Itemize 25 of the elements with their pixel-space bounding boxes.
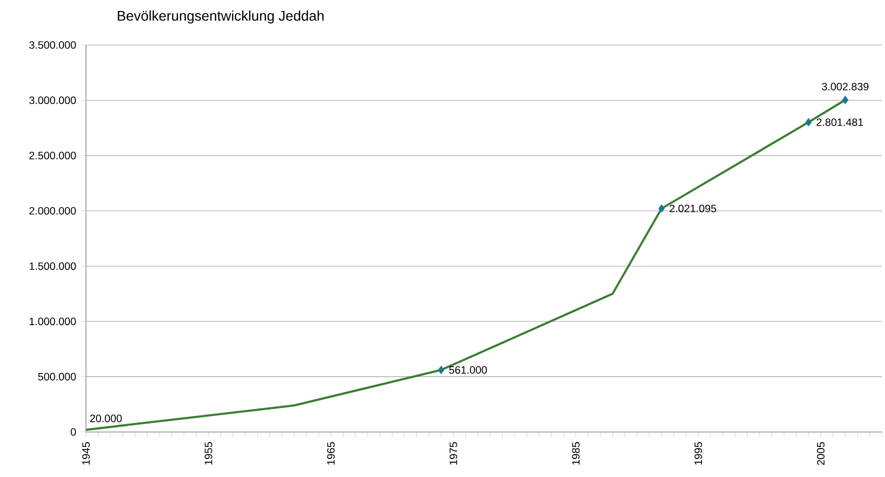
data-label: 3.002.839 <box>822 82 868 90</box>
x-tick-label: 1945 <box>82 442 90 465</box>
point <box>658 204 665 213</box>
point <box>438 366 444 374</box>
data-label: 20.000 <box>90 414 122 422</box>
y-tick-label: 3.000.000 <box>29 96 76 104</box>
point <box>805 118 812 126</box>
data-label: 561.000 <box>449 366 487 374</box>
data-label: 2.021.095 <box>670 204 716 212</box>
y-tick-label: 1.500.000 <box>30 262 76 270</box>
point <box>842 96 848 104</box>
data-label: 2.801.481 <box>816 118 864 126</box>
y-tick-label: 0 <box>70 428 76 436</box>
x-tick-label: 1985 <box>572 442 580 465</box>
y-tick-label: 2.000.000 <box>29 207 76 215</box>
chart-title: Bevölkerungsentwicklung Jeddah <box>118 10 324 24</box>
x-tick-label: 1975 <box>450 442 458 465</box>
y-tick-label: 3.500.000 <box>29 41 76 49</box>
y-tick-label: 500.000 <box>38 372 76 380</box>
x-tick-label: 1995 <box>694 442 702 465</box>
x-tick-label: 1965 <box>327 442 335 465</box>
y-tick-label: 1.000.000 <box>30 318 76 326</box>
x-tick-label: 2005 <box>817 442 825 465</box>
x-tick-label: 1955 <box>204 442 212 465</box>
y-tick-label: 2.500.000 <box>29 152 76 160</box>
